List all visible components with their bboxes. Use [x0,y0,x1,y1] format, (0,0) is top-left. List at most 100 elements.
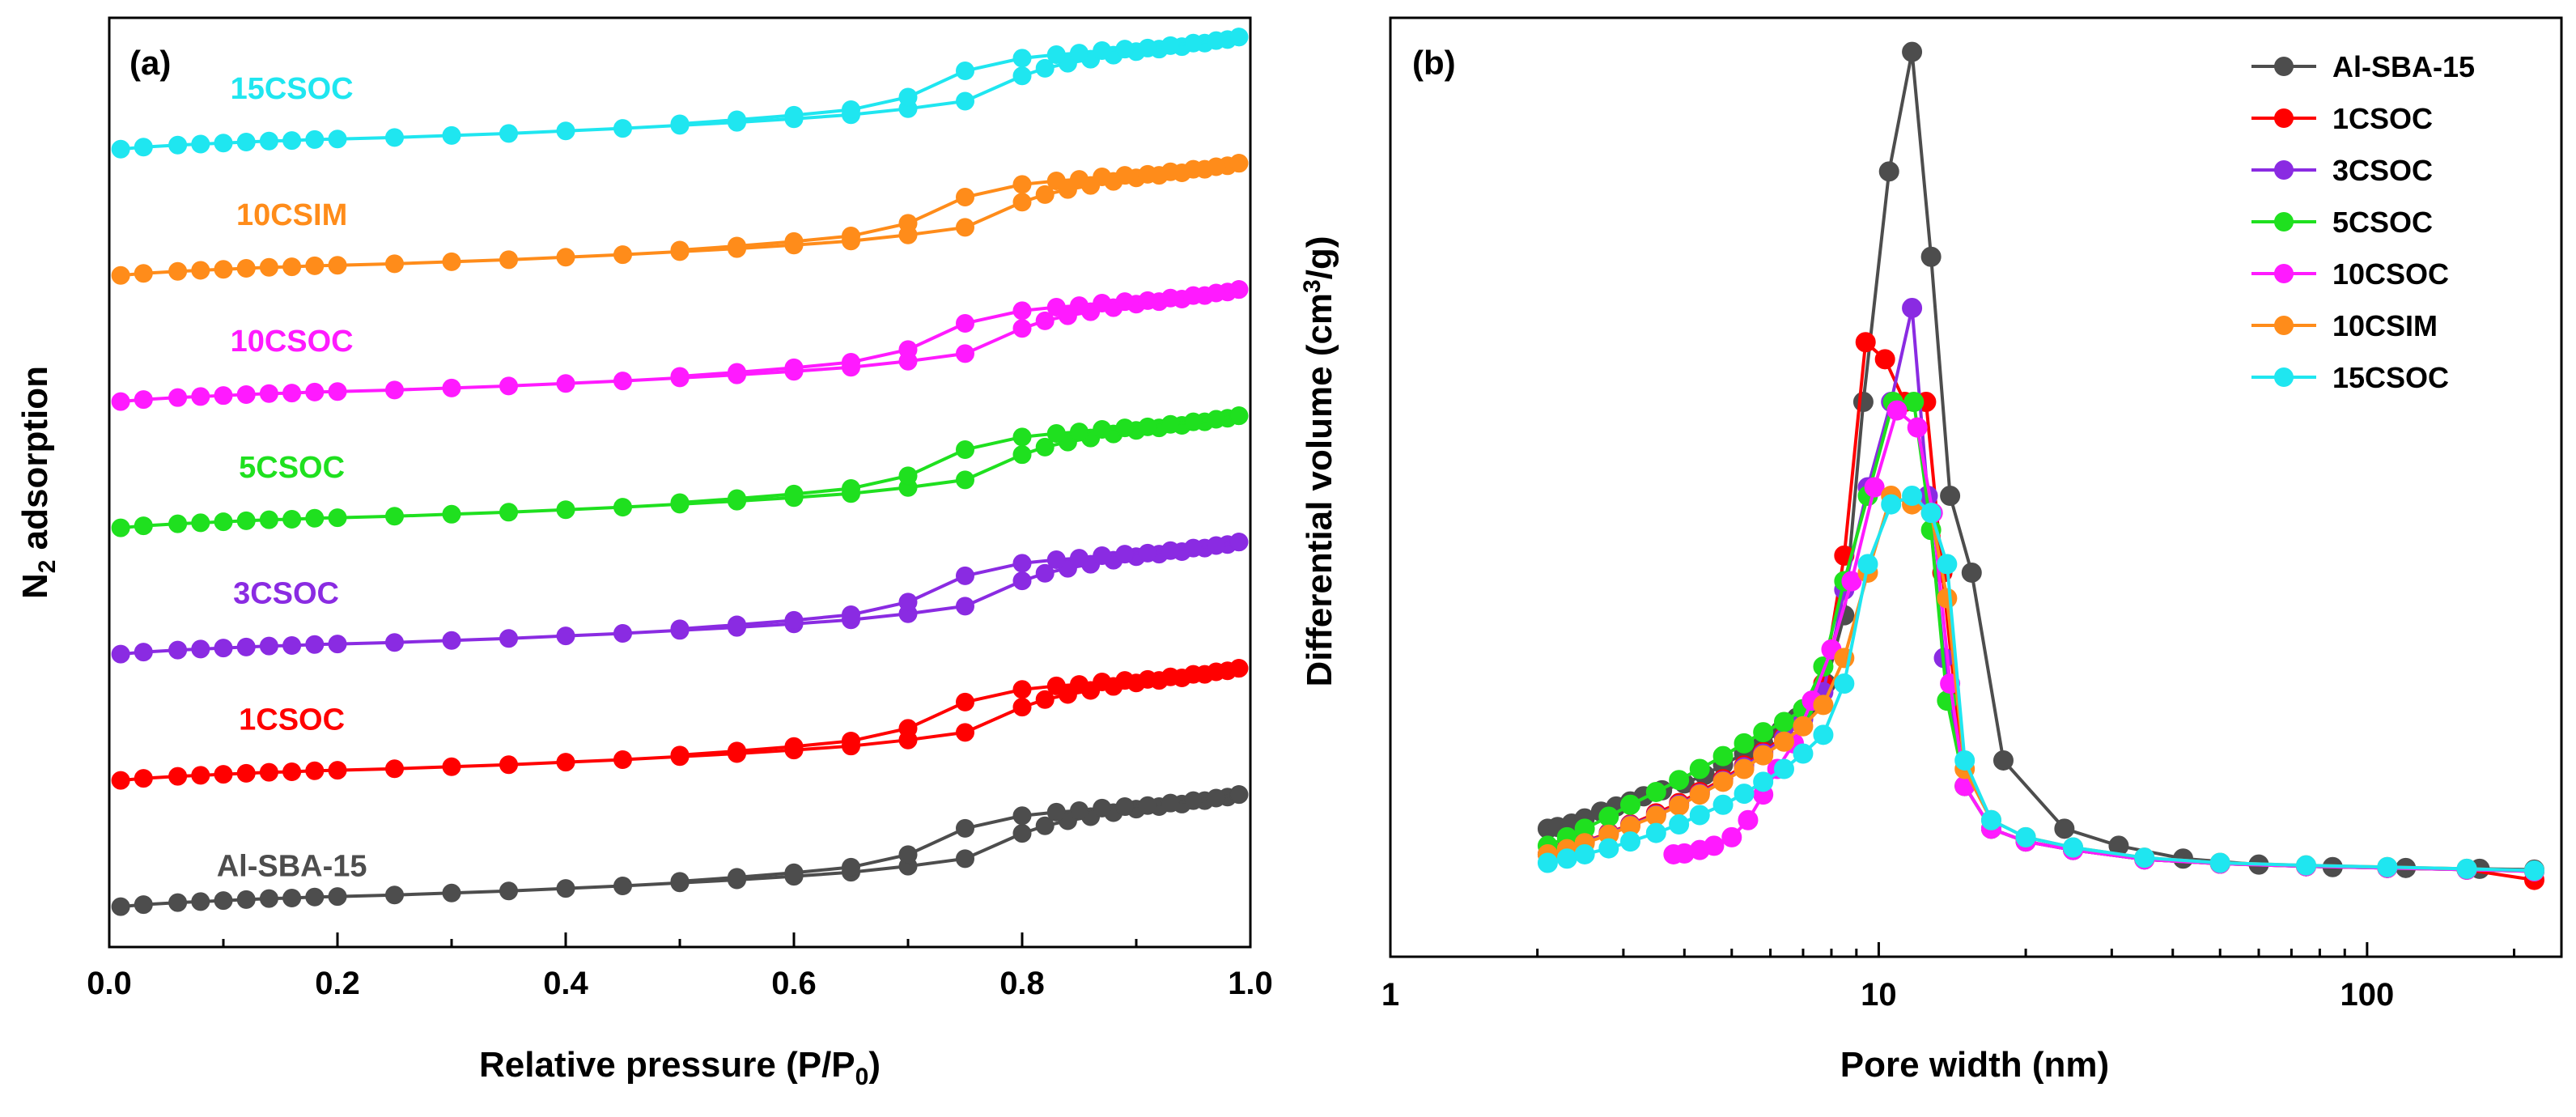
5csoc-adsorption-point [328,508,347,528]
5csoc-adsorption-point [134,516,153,536]
10csim-adsorption-point [214,260,233,279]
10csim-point [1712,771,1734,792]
series-label-3csoc: 3CSOC [233,577,339,611]
x-tick-label: 0.6 [771,966,817,1001]
x-tick-label: 100 [2340,977,2394,1013]
al-sba-15-point [2054,818,2075,839]
series-10csoc [1663,400,2544,882]
10csim-desorption-point [1046,172,1066,191]
1csoc-desorption-point [842,731,860,750]
legend-marker [2274,264,2294,283]
1csoc-adsorption-point [214,765,233,784]
panel-a-x-ticks: 0.0 0.2 0.4 0.6 0.8 1.0 [87,932,1273,1001]
al-sba-15-desorption-point [1070,801,1089,821]
15csoc-point [1793,743,1814,764]
legend-label: Al-SBA-15 [2332,50,2475,83]
3csoc-desorption-point [1012,554,1032,573]
1csoc-adsorption-point [236,763,256,783]
5csoc-point [1773,711,1794,733]
5csoc-adsorption-point [214,512,233,532]
1csoc-desorption-point [670,745,690,765]
10csoc-adsorption-point [259,384,278,403]
10csim-desorption-point [784,231,804,251]
15csoc-point [2456,858,2477,879]
15csoc-adsorption-point [134,138,153,157]
10csoc-desorption-point [1070,296,1089,316]
series-5csoc: 5CSOC [111,406,1249,537]
10csim-adsorption-point [305,256,325,275]
al-sba-15-desorption-point [728,868,746,887]
al-sba-15-adsorption-point [613,877,632,896]
x-tick-label: 0.8 [999,966,1045,1001]
1csoc-desorption-point [1229,659,1249,678]
legend-item-1csoc: 1CSOC [2251,102,2433,135]
5csoc-desorption-point [1207,410,1226,429]
10csim-adsorption-point [956,218,974,237]
10csoc-adsorption-point [214,386,233,406]
15csoc-point [2134,847,2155,869]
10csim-point [1773,731,1794,752]
1csoc-adsorption-point [499,755,518,775]
al-sba-15-desorption-point [1229,785,1249,805]
10csim-adsorption-point [556,248,575,267]
1csoc-desorption-point [1184,665,1203,684]
5csoc-adsorption-point [111,518,130,537]
al-sba-15-adsorption-point [191,892,210,911]
3csoc-adsorption-point [191,639,210,659]
15csoc-point [1598,838,1619,859]
15csoc-adsorption-point [305,130,325,149]
3csoc-desorption-point [956,566,974,585]
legend-label: 1CSOC [2332,102,2433,135]
10csim-desorption-point [956,187,974,206]
10csoc-desorption-point [842,353,860,372]
10csoc-desorption-line [679,287,1240,378]
1csoc-desorption-point [956,692,974,711]
10csim-adsorption-point [328,256,347,275]
15csoc-desorption-point [1012,49,1032,68]
10csoc-desorption-point [670,367,690,386]
x-tick-label: 1 [1381,977,1399,1013]
3csoc-adsorption-point [442,631,461,650]
15csoc-point [1773,758,1794,779]
5csoc-desorption-point [956,440,974,459]
10csim-desorption-point [842,227,860,246]
5csoc-desorption-point [1070,423,1089,442]
al-sba-15-desorption-point [1184,791,1203,810]
5csoc-adsorption-point [191,513,210,533]
panel-b-x-axis-label: Pore width (nm) [1840,1045,2109,1085]
5csoc-adsorption-point [956,470,974,490]
10csoc-desorption-point [1207,283,1226,303]
5csoc-adsorption-point [556,500,575,520]
5csoc-adsorption-point [305,508,325,528]
15csoc-desorption-line [679,35,1240,126]
15csoc-point [1954,750,1975,771]
series-label-5csoc: 5CSOC [239,451,345,485]
15csoc-adsorption-point [111,139,130,159]
3csoc-adsorption-point [1035,563,1055,583]
3csoc-adsorption-point [956,597,974,616]
10csim-desorption-point [1138,164,1157,184]
10csoc-desorption-point [1138,291,1157,310]
10csoc-line [1673,407,2535,873]
15csoc-desorption-point [898,87,918,107]
15csoc-adsorption-point [168,135,188,155]
5csoc-desorption-point [784,484,804,503]
5csoc-desorption-point [728,489,746,508]
al-sba-15-adsorption-point [956,849,974,869]
al-sba-15-desorption-point [784,863,804,882]
15csoc-point [1645,822,1666,843]
x-tick-label: 0.0 [87,966,132,1001]
1csoc-adsorption-point [385,759,404,779]
legend-marker [2274,316,2294,335]
al-sba-15-adsorption-point [168,893,188,912]
15csoc-adsorption-point [1012,66,1032,86]
15csoc-point [1712,794,1734,815]
10csoc-adsorption-point [168,388,188,407]
al-sba-15-point [1961,562,1982,583]
1csoc-adsorption-point [1035,690,1055,709]
al-sba-15-adsorption-point [442,883,461,903]
series-label-10csim: 10CSIM [236,198,347,232]
legend-item-5csoc: 5CSOC [2251,206,2433,239]
10csim-adsorption-point [613,245,632,265]
